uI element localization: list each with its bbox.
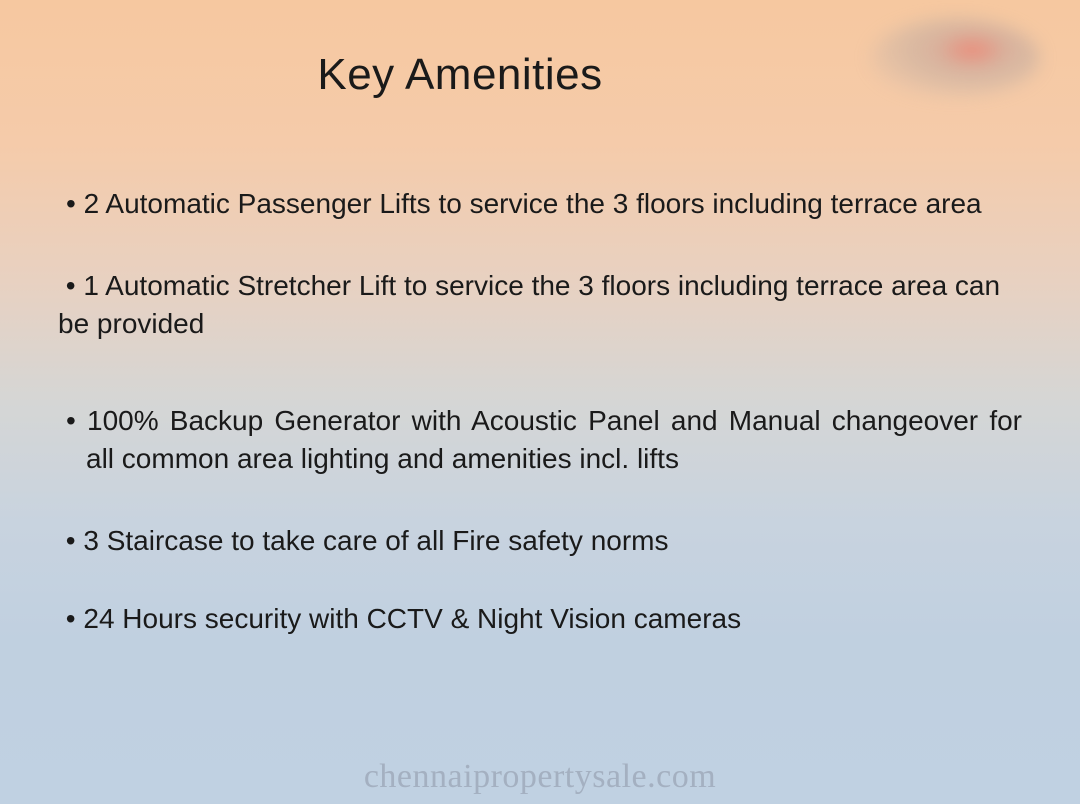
bullet-item: • 2 Automatic Passenger Lifts to service… <box>58 185 1022 223</box>
bullet-dot-icon: • <box>58 270 83 301</box>
bullet-item: • 3 Staircase to take care of all Fire s… <box>58 522 1022 560</box>
bullet-text: 24 Hours security with CCTV & Night Visi… <box>83 603 741 634</box>
bullet-list: • 2 Automatic Passenger Lifts to service… <box>58 185 1022 676</box>
bullet-dot-icon: • <box>58 525 83 556</box>
slide: Key Amenities • 2 Automatic Passenger Li… <box>0 0 1080 804</box>
bullet-text: 100% Backup Generator with Acoustic Pane… <box>86 405 1022 474</box>
bullet-item: • 100% Backup Generator with Acoustic Pa… <box>58 402 1022 478</box>
bullet-text: 2 Automatic Passenger Lifts to service t… <box>84 188 982 219</box>
bullet-text: 3 Staircase to take care of all Fire saf… <box>83 525 668 556</box>
bullet-dot-icon: • <box>58 603 83 634</box>
watermark-text: chennaipropertysale.com <box>0 758 1080 796</box>
bullet-item: • 24 Hours security with CCTV & Night Vi… <box>58 600 1022 638</box>
bullet-text: 1 Automatic Stretcher Lift to service th… <box>58 270 1000 339</box>
slide-title: Key Amenities <box>0 50 1080 100</box>
bullet-dot-icon: • <box>66 405 87 436</box>
bullet-item: • 1 Automatic Stretcher Lift to service … <box>58 267 1022 343</box>
bullet-dot-icon: • <box>66 188 84 219</box>
